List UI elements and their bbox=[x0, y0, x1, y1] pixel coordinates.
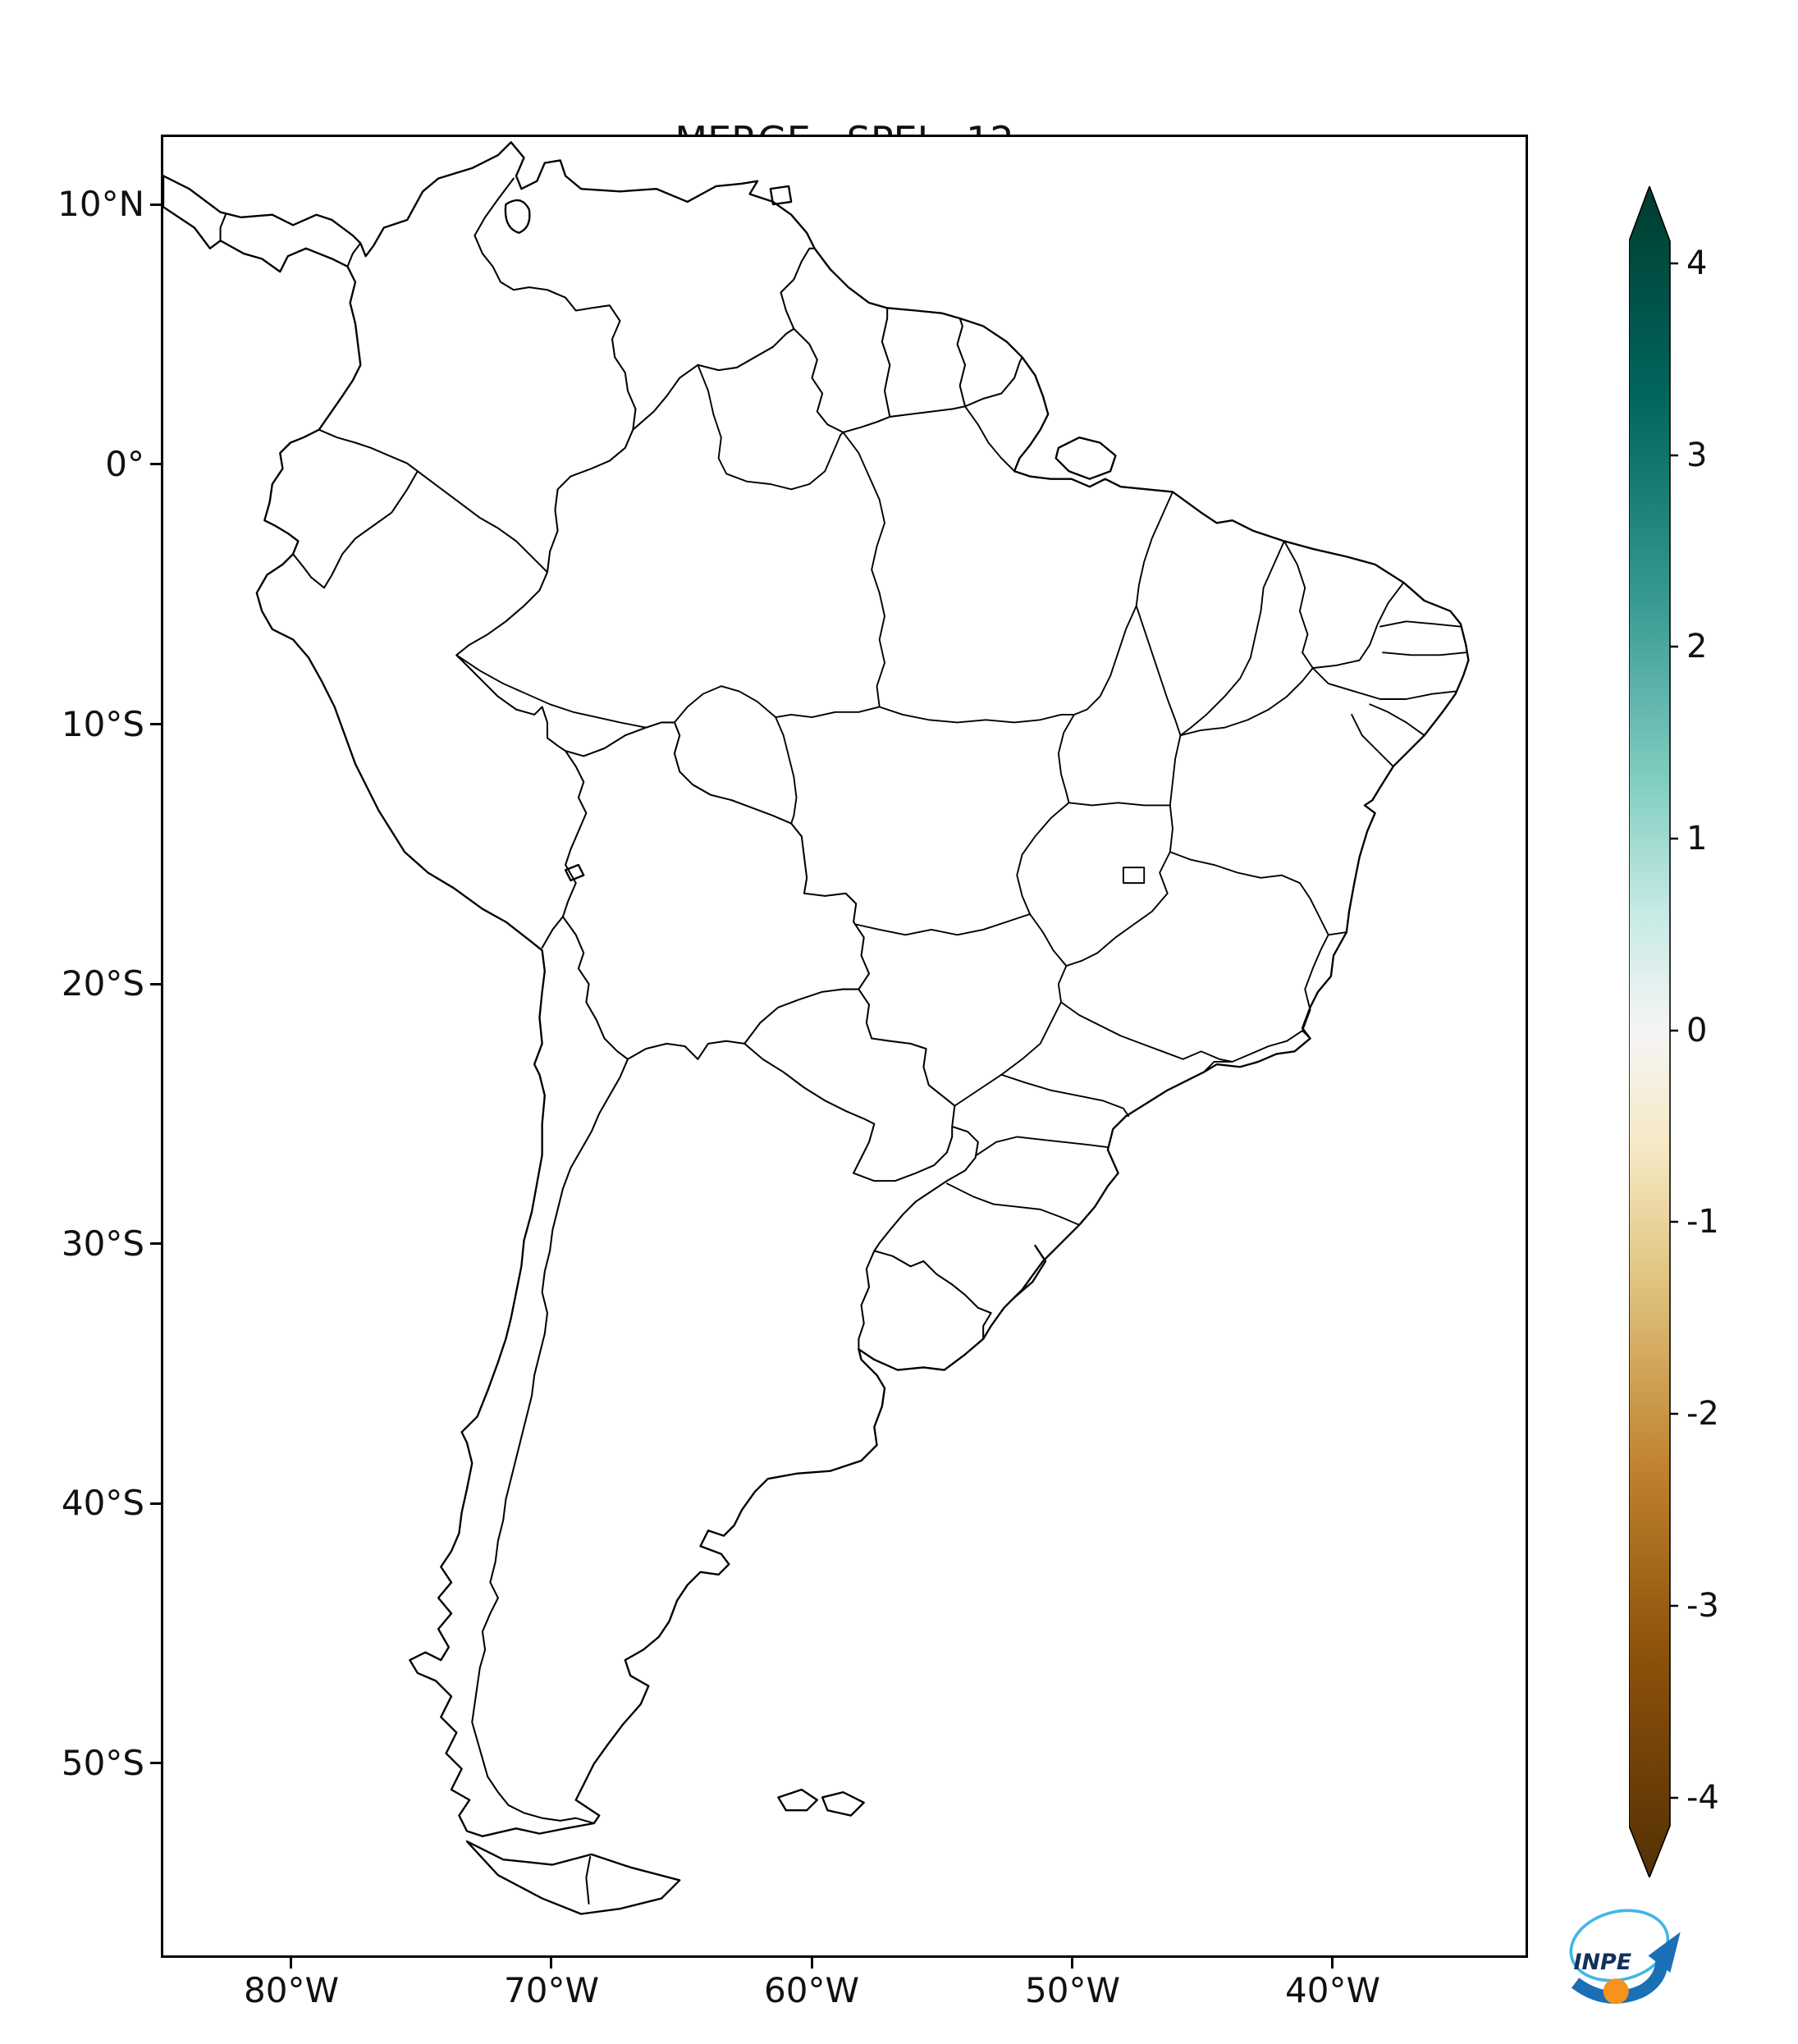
y-tick-label: 10°S bbox=[61, 704, 144, 744]
lake-maracaibo-path bbox=[504, 199, 531, 234]
x-tick-label: 50°W bbox=[1025, 1970, 1120, 2010]
y-axis-tick bbox=[150, 1502, 161, 1505]
colorbar-tick-labels: 4 3 2 1 0 -1 -2 -3 -4 bbox=[1686, 245, 1719, 1817]
colorbar-tick-label: -2 bbox=[1686, 1395, 1719, 1433]
inpe-logo-text: INPE bbox=[1574, 1950, 1632, 1975]
colorbar-tick-label: 1 bbox=[1686, 820, 1707, 857]
y-tick-label: 40°S bbox=[61, 1483, 144, 1523]
y-tick-label: 20°S bbox=[61, 963, 144, 1004]
colorbar-tick-label: 2 bbox=[1686, 628, 1707, 665]
map-plot-area: INPE bbox=[161, 135, 1681, 2005]
y-axis-tick bbox=[150, 983, 161, 985]
orbit-icon bbox=[1569, 1909, 1670, 1982]
colorbar-tick-label: 0 bbox=[1686, 1012, 1707, 1049]
inpe-logo: INPE bbox=[1569, 1909, 1681, 2005]
x-axis-tick bbox=[811, 1958, 813, 1969]
colorbar: 4 3 2 1 0 -1 -2 -3 -4 bbox=[1629, 186, 1719, 1877]
y-axis-tick bbox=[150, 1242, 161, 1245]
globe-icon bbox=[1603, 1978, 1629, 2005]
lagoa-dos-patos-path bbox=[1013, 1244, 1047, 1299]
arrow-icon bbox=[1571, 1932, 1681, 2004]
falkland-islands-path bbox=[777, 1788, 865, 1817]
x-axis-tick bbox=[1331, 1958, 1334, 1969]
colorbar-ticks-group bbox=[1670, 262, 1678, 1799]
tierra-del-fuego-path bbox=[465, 1840, 681, 1915]
y-axis-tick bbox=[150, 723, 161, 725]
x-axis-tick bbox=[290, 1958, 292, 1969]
y-tick-label: 50°S bbox=[61, 1743, 144, 1783]
colorbar-tick-label: -4 bbox=[1686, 1779, 1719, 1817]
colorbar-tick-label: -1 bbox=[1686, 1203, 1719, 1241]
south-america-map-svg bbox=[163, 141, 1470, 1915]
coastlines-group bbox=[163, 141, 1470, 1915]
lake-titicaca-path bbox=[564, 863, 585, 882]
colorbar-tick-label: -3 bbox=[1686, 1587, 1719, 1625]
brazil-state-borders-path bbox=[455, 364, 1467, 1226]
x-tick-label: 70°W bbox=[504, 1970, 599, 2010]
x-axis-tick bbox=[550, 1958, 552, 1969]
y-tick-label: 0° bbox=[105, 444, 144, 484]
y-axis-tick bbox=[150, 463, 161, 465]
y-axis-tick bbox=[150, 1762, 161, 1764]
marajo-island-path bbox=[1055, 436, 1117, 480]
x-axis-tick bbox=[1071, 1958, 1073, 1969]
x-tick-label: 40°W bbox=[1285, 1970, 1380, 2010]
country-borders-path bbox=[219, 177, 1023, 1905]
colorbar-gradient-bar bbox=[1629, 186, 1671, 1877]
colorbar-tick-label: 3 bbox=[1686, 437, 1707, 474]
x-tick-label: 60°W bbox=[764, 1970, 859, 2010]
y-tick-label: 10°N bbox=[57, 184, 144, 224]
mainland-coastline-path bbox=[163, 141, 1470, 1837]
x-tick-label: 80°W bbox=[244, 1970, 339, 2010]
colorbar-tick-label: 4 bbox=[1686, 245, 1707, 282]
trinidad-island-path bbox=[769, 185, 793, 206]
y-tick-label: 30°S bbox=[61, 1223, 144, 1264]
y-axis-tick bbox=[150, 203, 161, 206]
